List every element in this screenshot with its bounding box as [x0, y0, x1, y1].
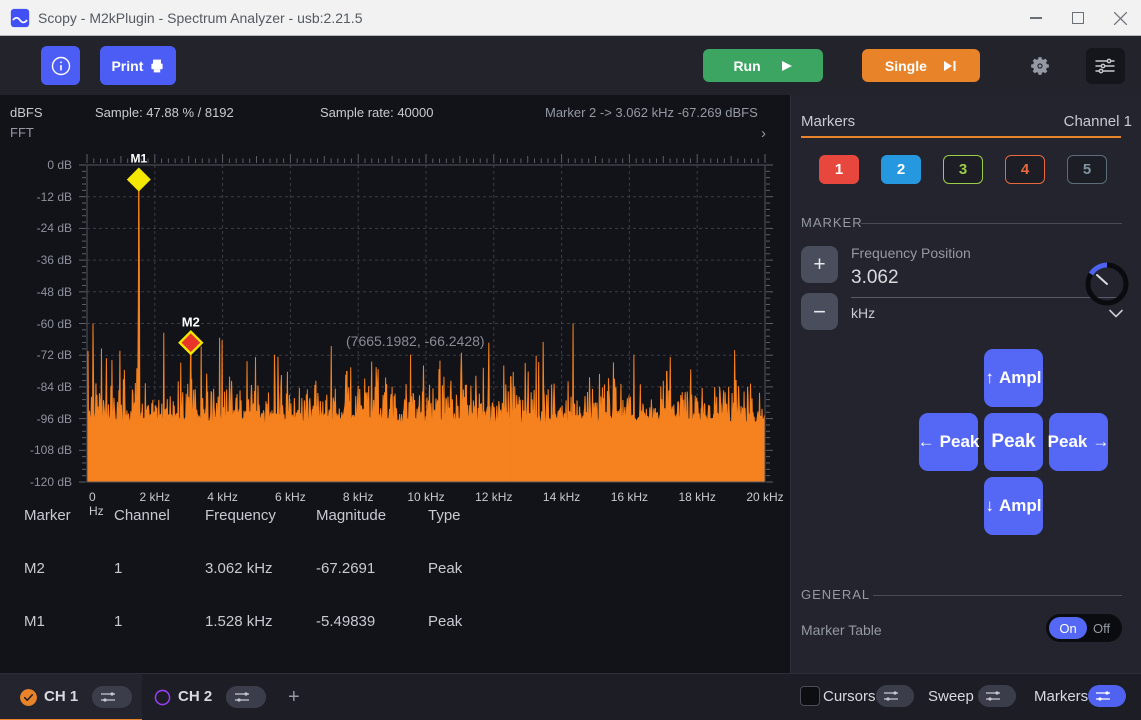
svg-text:M1: M1	[130, 152, 147, 166]
svg-text:(7665.1982, -66.2428): (7665.1982, -66.2428)	[346, 333, 485, 349]
svg-text:M2: M2	[182, 315, 200, 330]
